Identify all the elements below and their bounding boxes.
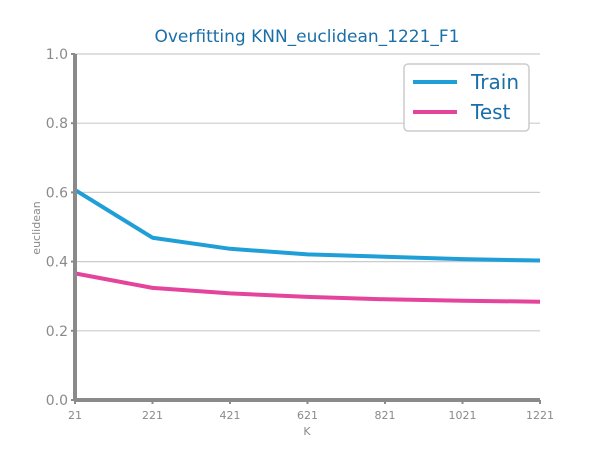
x-axis-label: K — [303, 425, 311, 438]
y-tick-label: 0.4 — [46, 255, 68, 271]
y-tick-label: 0.6 — [46, 185, 68, 201]
x-tick-label: 1221 — [526, 409, 554, 422]
legend: Train Test — [403, 63, 530, 132]
y-tick-label: 0.8 — [46, 116, 68, 132]
y-axis-ticks: 0.0 0.2 0.4 0.6 0.8 1.0 — [46, 47, 75, 409]
chart-title: Overfitting KNN_euclidean_1221_F1 — [154, 27, 459, 47]
x-tick-label: 821 — [375, 409, 396, 422]
series-lines — [73, 188, 541, 304]
legend-label-test: Test — [470, 100, 511, 124]
y-tick-label: 0.2 — [46, 324, 68, 340]
x-axis-ticks: 21 221 421 621 821 1021 1221 — [68, 400, 554, 422]
series-line-train — [73, 188, 541, 263]
x-tick-label: 221 — [142, 409, 163, 422]
y-tick-label: 0.0 — [46, 393, 68, 409]
x-tick-label: 21 — [68, 409, 82, 422]
legend-label-train: Train — [470, 70, 519, 94]
y-axis-label: euclidean — [30, 201, 43, 254]
x-tick-label: 1021 — [449, 409, 477, 422]
x-tick-label: 421 — [220, 409, 241, 422]
y-tick-label: 1.0 — [46, 47, 68, 63]
x-tick-label: 621 — [297, 409, 318, 422]
series-line-test — [74, 271, 541, 304]
